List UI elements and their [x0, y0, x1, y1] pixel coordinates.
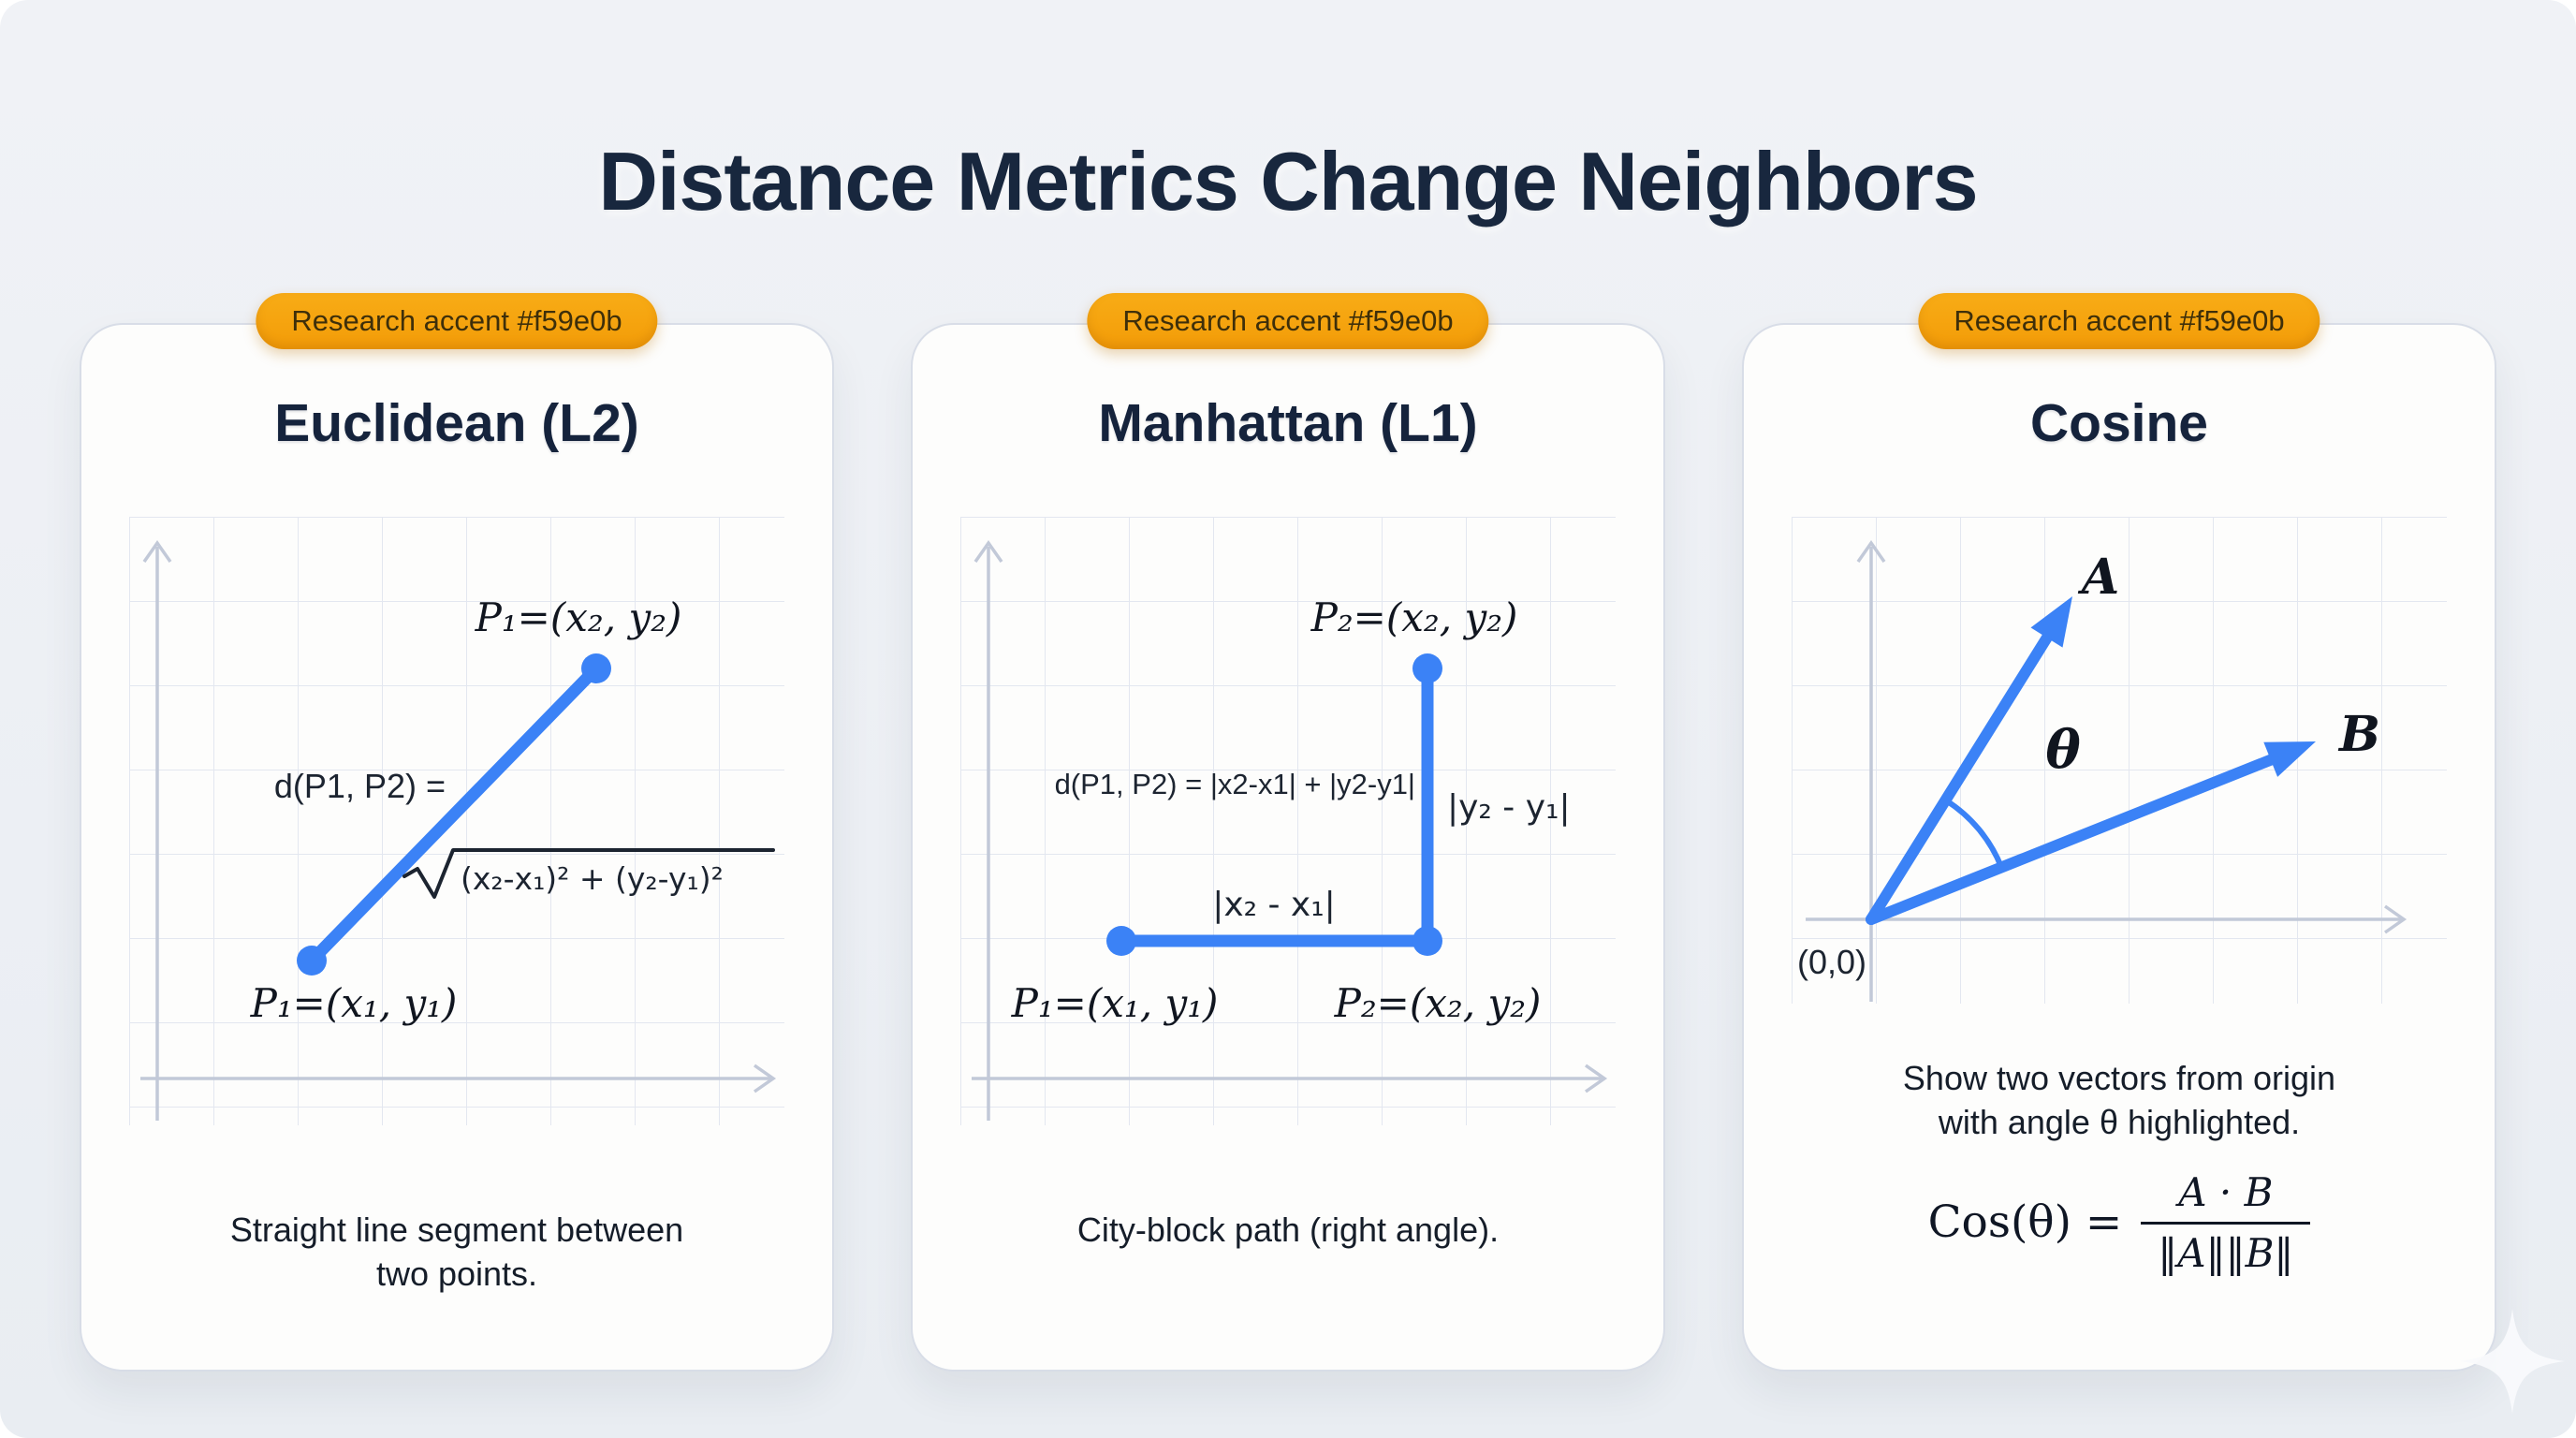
description-line: City-block path (right angle). — [1076, 1210, 1500, 1249]
description-line: two points. — [375, 1255, 538, 1294]
left-point-label: P₁=(x₁, y₁) — [1011, 980, 1219, 1026]
card-description: Straight line segment between two points… — [230, 1208, 683, 1297]
euclidean-segment — [305, 662, 603, 967]
sparkle-decoration-icon — [2460, 1309, 2565, 1414]
vector-a-arrowhead-icon — [2030, 595, 2072, 648]
y-axis-arrow-icon — [142, 539, 172, 563]
origin-label: (0,0) — [1797, 943, 1866, 981]
cosine-formula: Cos(θ) = A · B ‖A‖‖B‖ — [1928, 1169, 2311, 1276]
top-point-label: P₂=(x₂, y₂) — [1310, 594, 1518, 640]
corner-point-label: P₂=(x₂, y₂) — [1334, 980, 1542, 1026]
manhattan-diagram: P₂=(x₂, y₂) P₁=(x₁, y₁) P₂=(x₂, y₂) d(P1… — [960, 516, 1616, 1125]
manhattan-formula: d(P1, P2) = |x2-x1| + |y2-y1| — [1055, 768, 1415, 800]
theta-arc — [1944, 798, 2004, 868]
grid — [960, 516, 1616, 1125]
research-accent-badge: Research accent #f59e0b — [1918, 293, 2320, 349]
distance-formula-lhs: d(P1, P2) = — [274, 767, 446, 805]
point-p2 — [1412, 653, 1442, 683]
euclidean-diagram: P₁=(x₂, y₂) P₁=(x₁, y₁) d(P1, P2) = (x₂-… — [129, 516, 784, 1125]
point-corner — [1412, 925, 1442, 956]
page-title: Distance Metrics Change Neighbors — [598, 134, 1978, 227]
research-accent-badge: Research accent #f59e0b — [1087, 293, 1489, 349]
bottom-point-label: P₁=(x₁, y₁) — [250, 980, 458, 1026]
sqrt-expression: (x₂-x₁)² + (y₂-y₁)² — [461, 860, 724, 897]
point-p1 — [297, 945, 327, 976]
description-line: with angle θ highlighted. — [1938, 1103, 2301, 1142]
x-axis-arrow-icon — [2383, 904, 2408, 934]
vector-b-label: B — [2337, 706, 2380, 763]
card-title-cosine: Cosine — [2029, 393, 2209, 453]
x-axis-arrow-icon — [753, 1064, 777, 1093]
angle-theta-label: θ — [2045, 719, 2081, 781]
description-line: Straight line segment between — [229, 1210, 684, 1249]
card-title-euclidean: Euclidean (L2) — [274, 393, 639, 453]
top-point-label: P₁=(x₂, y₂) — [475, 594, 682, 640]
card-description: Show two vectors from origin with angle … — [1903, 1056, 2335, 1145]
fraction-denominator: ‖A‖‖B‖ — [2141, 1221, 2311, 1276]
cosine-formula-lhs: Cos(θ) = — [1927, 1196, 2123, 1249]
grid — [129, 516, 784, 1125]
card-title-manhattan: Manhattan (L1) — [1098, 393, 1478, 453]
research-accent-badge: Research accent #f59e0b — [256, 293, 658, 349]
cosine-diagram: A B θ (0,0) — [1792, 516, 2447, 1004]
y-axis-arrow-icon — [1856, 539, 1886, 563]
radical-sign-icon — [402, 847, 775, 899]
cosine-formula-fraction: A · B ‖A‖‖B‖ — [2141, 1168, 2311, 1276]
vector-b — [1866, 752, 2280, 925]
description-line: Show two vectors from origin — [1902, 1058, 2336, 1097]
dy-label: |y₂ - y₁| — [1447, 788, 1571, 827]
card-manhattan: Research accent #f59e0b Manhattan (L1) — [911, 293, 1665, 1372]
vector-a — [1866, 626, 2056, 925]
vector-b-arrowhead-icon — [2263, 741, 2316, 777]
card-euclidean: Research accent #f59e0b Euclidean (L2) — [80, 293, 834, 1372]
fraction-numerator: A · B — [2178, 1168, 2274, 1215]
grid — [1792, 516, 2447, 1004]
point-p2 — [581, 653, 611, 683]
card-cosine: Research accent #f59e0b Cosine — [1742, 293, 2496, 1372]
card-description: City-block path (right angle). — [1077, 1208, 1499, 1253]
dx-label: |x₂ - x₁| — [1212, 886, 1336, 924]
vector-a-label: A — [2077, 549, 2119, 606]
x-axis-arrow-icon — [1584, 1064, 1608, 1093]
point-p1 — [1106, 925, 1136, 956]
cards-row: Research accent #f59e0b Euclidean (L2) — [0, 293, 2576, 1372]
y-axis-arrow-icon — [973, 539, 1003, 563]
